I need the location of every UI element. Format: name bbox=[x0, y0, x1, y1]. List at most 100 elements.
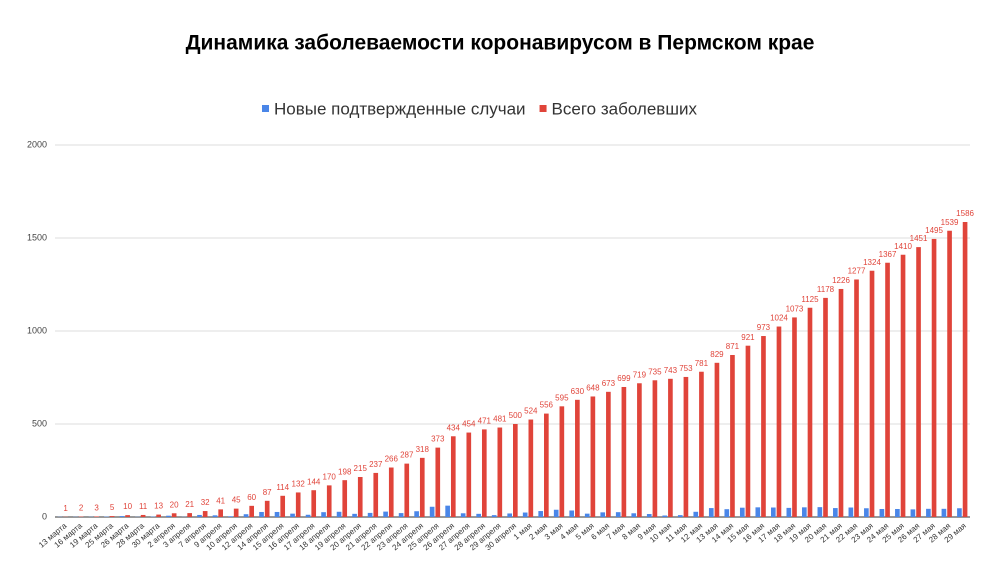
value-label: 434 bbox=[447, 423, 461, 432]
bar bbox=[591, 396, 596, 517]
bar bbox=[647, 514, 652, 517]
value-label: 32 bbox=[201, 498, 210, 507]
bar bbox=[420, 458, 425, 517]
value-label: 2 bbox=[79, 504, 84, 513]
value-label: 114 bbox=[276, 483, 289, 492]
bar bbox=[430, 507, 435, 517]
bar bbox=[311, 490, 316, 517]
bar bbox=[818, 507, 823, 517]
bar bbox=[569, 510, 574, 517]
bar bbox=[740, 508, 745, 517]
bar bbox=[637, 383, 642, 517]
bar bbox=[662, 516, 667, 517]
bar bbox=[653, 380, 658, 517]
value-label: 1324 bbox=[863, 258, 881, 267]
bar bbox=[203, 511, 208, 517]
bar bbox=[606, 392, 611, 517]
bar bbox=[492, 515, 497, 517]
value-label: 266 bbox=[385, 455, 399, 464]
bar bbox=[296, 492, 301, 517]
value-label: 1178 bbox=[817, 285, 835, 294]
value-label: 699 bbox=[617, 374, 631, 383]
value-label: 524 bbox=[524, 407, 538, 416]
bar bbox=[373, 473, 378, 517]
bar bbox=[306, 515, 311, 517]
bar bbox=[715, 363, 720, 517]
bar bbox=[265, 501, 270, 517]
bar bbox=[942, 509, 947, 517]
value-label: 170 bbox=[323, 472, 337, 481]
value-label: 144 bbox=[307, 477, 321, 486]
bar bbox=[808, 308, 813, 517]
y-tick-label: 1500 bbox=[27, 232, 47, 242]
y-tick-label: 0 bbox=[42, 511, 47, 521]
value-label: 237 bbox=[369, 460, 383, 469]
bar bbox=[864, 508, 869, 517]
value-label: 3 bbox=[94, 504, 99, 513]
bar bbox=[249, 506, 254, 517]
bar bbox=[854, 279, 859, 517]
bar bbox=[476, 514, 481, 517]
bar bbox=[513, 424, 518, 517]
bar bbox=[600, 512, 605, 517]
bar bbox=[156, 515, 161, 517]
bar bbox=[755, 507, 760, 517]
bar bbox=[523, 513, 528, 517]
bar bbox=[187, 513, 192, 517]
bar bbox=[777, 327, 782, 517]
value-label: 735 bbox=[648, 367, 662, 376]
value-label: 1024 bbox=[770, 314, 788, 323]
legend-label: Всего заболевших bbox=[552, 99, 698, 118]
value-label: 11 bbox=[139, 502, 148, 511]
value-label: 454 bbox=[462, 420, 476, 429]
legend-swatch bbox=[540, 105, 547, 112]
legend-swatch bbox=[262, 105, 269, 112]
bar bbox=[399, 513, 404, 517]
bar bbox=[368, 513, 373, 517]
value-label: 1073 bbox=[786, 305, 804, 314]
value-label: 781 bbox=[695, 359, 709, 368]
bar bbox=[234, 509, 239, 517]
y-tick-label: 2000 bbox=[27, 139, 47, 149]
bar bbox=[932, 239, 937, 517]
value-label: 871 bbox=[726, 342, 740, 351]
bar bbox=[792, 317, 797, 517]
value-label: 1367 bbox=[879, 250, 897, 259]
bar bbox=[761, 336, 766, 517]
bar bbox=[404, 464, 409, 517]
chart-title: Динамика заболеваемости коронавирусом в … bbox=[186, 32, 815, 55]
bar bbox=[631, 513, 636, 517]
value-label: 1539 bbox=[941, 218, 959, 227]
bar bbox=[342, 480, 347, 517]
bar bbox=[730, 355, 735, 517]
bar bbox=[616, 512, 621, 517]
value-label: 471 bbox=[478, 417, 492, 426]
bar bbox=[228, 516, 233, 517]
value-label: 13 bbox=[154, 502, 163, 511]
bar bbox=[280, 496, 285, 517]
bar bbox=[327, 485, 332, 517]
bar bbox=[678, 515, 683, 517]
bar bbox=[771, 508, 776, 517]
bar bbox=[538, 511, 543, 517]
bar bbox=[213, 515, 218, 517]
bar bbox=[957, 508, 962, 517]
bar bbox=[554, 510, 559, 517]
bar bbox=[466, 433, 471, 517]
bar bbox=[839, 289, 844, 517]
bar bbox=[94, 516, 99, 517]
bar bbox=[414, 511, 419, 517]
value-label: 87 bbox=[263, 488, 272, 497]
bar bbox=[911, 509, 916, 517]
bar bbox=[544, 414, 549, 517]
bar bbox=[445, 506, 450, 517]
value-label: 45 bbox=[232, 496, 241, 505]
value-label: 743 bbox=[664, 366, 678, 375]
bar bbox=[901, 255, 906, 517]
bar bbox=[870, 271, 875, 517]
value-label: 719 bbox=[633, 370, 647, 379]
bar bbox=[507, 513, 512, 517]
bar bbox=[482, 429, 487, 517]
bar bbox=[120, 516, 125, 517]
